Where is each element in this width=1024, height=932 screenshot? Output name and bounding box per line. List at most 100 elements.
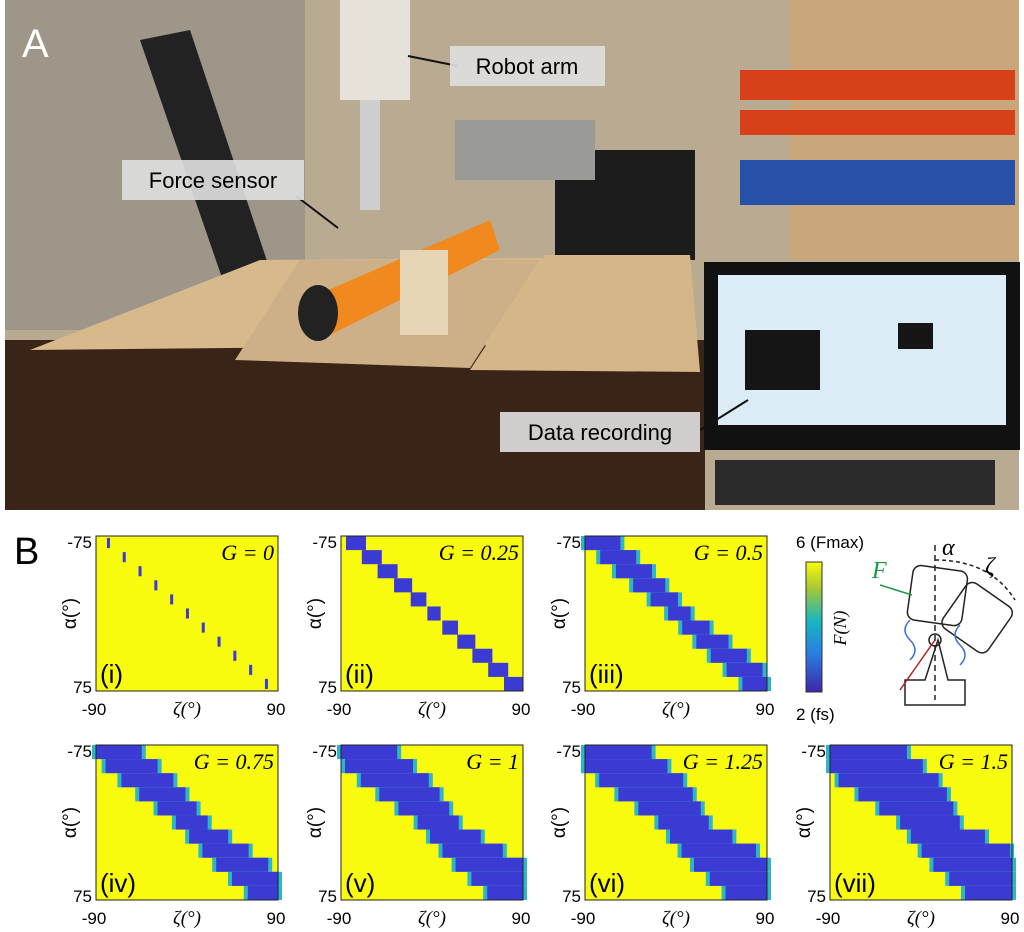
heatmap-band: [341, 745, 397, 759]
heatmap-band: [633, 578, 665, 592]
heatmap-band: [710, 872, 767, 886]
heatmap-band: [658, 815, 708, 829]
y-axis-label: α(°): [794, 807, 815, 838]
x-axis-label: ζ(°): [662, 908, 690, 929]
x-axis-label: ζ(°): [662, 699, 690, 720]
heatmap-band: [139, 566, 142, 576]
tick-label: -75: [556, 742, 581, 761]
heatmap-band: [442, 621, 458, 635]
heatmap-band: [472, 649, 492, 663]
tick-label: 90: [512, 700, 531, 719]
tick-label: 75: [562, 887, 581, 906]
heatmap-band: [233, 651, 236, 661]
heatmap-band: [186, 608, 189, 618]
heatmap-band: [651, 592, 678, 606]
panel-label: B: [14, 531, 39, 573]
plot-label: (v): [345, 868, 375, 898]
tick-label: -90: [571, 700, 596, 719]
heatmap-band: [430, 830, 481, 844]
heatmap-band: [96, 745, 142, 759]
heatmap-band: [696, 635, 728, 649]
heatmap-band: [394, 578, 412, 592]
tick-label: 90: [756, 700, 775, 719]
heatmap-band: [504, 677, 523, 691]
heatmap-band: [638, 801, 700, 815]
panel-label: A: [22, 22, 49, 66]
x-axis-label: ζ(°): [418, 908, 446, 929]
heatmap-band: [726, 886, 767, 900]
heatmap-band: [218, 637, 221, 647]
plot-label: (vii): [834, 868, 876, 898]
figure: A Robot arm Force sensor Data recording …: [0, 0, 1024, 932]
heatmap-band: [965, 886, 1012, 900]
plot-title: G = 0: [221, 540, 274, 565]
plot-title: G = 1.25: [683, 749, 763, 774]
x-axis-label: ζ(°): [418, 699, 446, 720]
tick-label: 90: [1001, 909, 1020, 928]
tick-label: -90: [327, 700, 352, 719]
heatmap-band: [585, 745, 652, 759]
plot-label: (iii): [589, 659, 624, 689]
heatmap-band: [427, 606, 440, 620]
tick-label: -75: [556, 533, 581, 552]
colorbar: [806, 562, 822, 692]
diagram-label: ζ: [985, 554, 997, 580]
heatmap-band: [232, 872, 278, 886]
plot-title: G = 1: [466, 749, 519, 774]
tick-label: -75: [67, 742, 92, 761]
y-axis-label: α(°): [60, 598, 81, 629]
heatmap-band: [362, 550, 382, 564]
heatmap-band: [933, 858, 1012, 872]
y-axis-label: α(°): [549, 807, 570, 838]
tick-label: -75: [67, 533, 92, 552]
colorbar-max: 6 (Fmax): [796, 533, 864, 552]
heatmap-band: [176, 815, 208, 829]
heatmap-band: [154, 580, 157, 590]
heatmap-band: [170, 594, 173, 604]
callout: Force sensor: [149, 168, 277, 193]
heatmap-band: [216, 858, 268, 872]
heatmap-band: [668, 606, 691, 620]
y-axis-label: α(°): [305, 598, 326, 629]
tick-label: 75: [73, 887, 92, 906]
plot-label: (ii): [345, 659, 374, 689]
heatmap-band: [727, 663, 763, 677]
tick-label: -90: [82, 909, 107, 928]
tick-label: 75: [318, 678, 337, 697]
callout: Robot arm: [476, 54, 579, 79]
heatmap-band: [189, 830, 228, 844]
heatmap-band: [418, 815, 459, 829]
heatmap-band: [830, 745, 907, 759]
tick-label: 90: [267, 700, 286, 719]
heatmap-band: [742, 677, 767, 691]
heatmap-band: [839, 773, 939, 787]
heatmap-band: [107, 538, 110, 548]
diagram-label: α: [942, 535, 955, 561]
tick-label: -75: [801, 742, 826, 761]
tick-label: -90: [82, 700, 107, 719]
tick-label: 90: [756, 909, 775, 928]
diagram-label: F: [871, 558, 887, 584]
heatmap-band: [378, 564, 398, 578]
heatmap-band: [922, 844, 1010, 858]
heatmap-band: [949, 872, 1012, 886]
heatmap-band: [616, 564, 652, 578]
plot-title: G = 0.75: [194, 749, 274, 774]
x-axis-label: ζ(°): [173, 699, 201, 720]
heatmap-band: [694, 858, 767, 872]
tick-label: 75: [73, 678, 92, 697]
heatmap-band: [265, 679, 268, 689]
heatmap-band: [456, 858, 523, 872]
heatmap-band: [618, 787, 692, 801]
heatmap-band: [911, 830, 985, 844]
y-axis-label: α(°): [60, 807, 81, 838]
heatmap-band: [202, 623, 205, 633]
y-axis-label: α(°): [549, 598, 570, 629]
heatmap-band: [585, 536, 620, 550]
heatmap-band: [457, 635, 475, 649]
callout: Data recording: [528, 420, 672, 445]
heatmap-band: [670, 830, 732, 844]
heatmap-band: [346, 536, 366, 550]
heatmap-band: [900, 815, 960, 829]
heatmap-band: [711, 649, 747, 663]
